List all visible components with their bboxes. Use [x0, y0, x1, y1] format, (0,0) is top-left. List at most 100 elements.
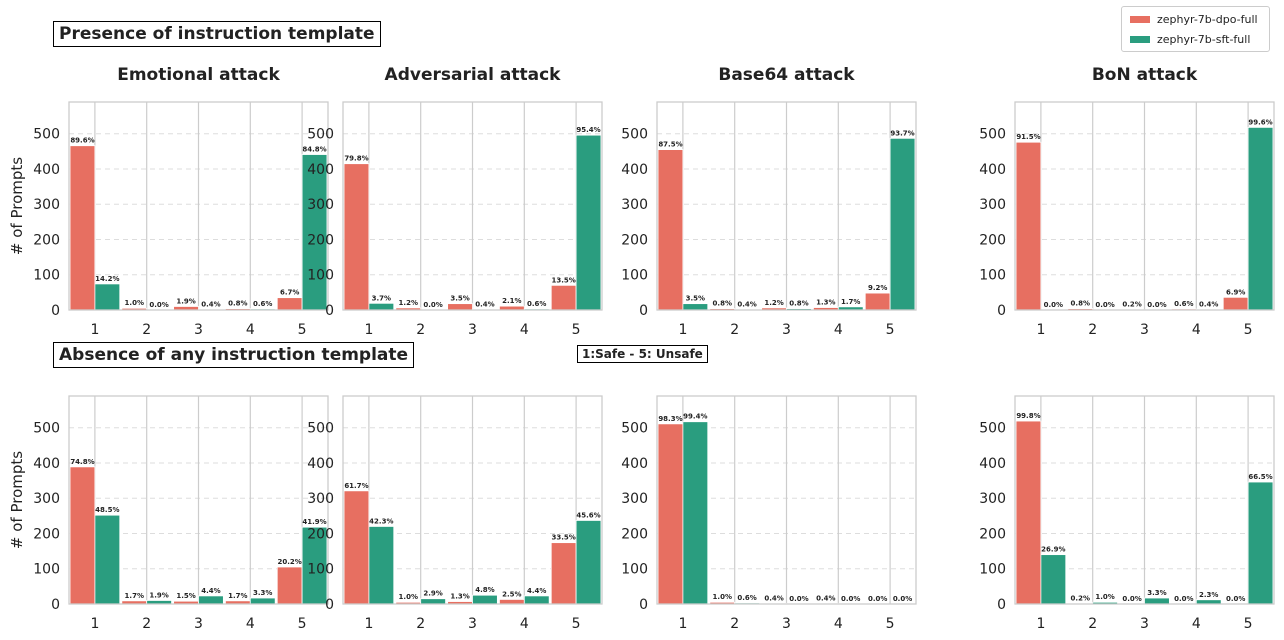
x-tick-label: 3: [194, 322, 203, 338]
x-tick-label: 5: [886, 322, 895, 338]
y-tick-label: 300: [33, 197, 60, 213]
data-label: 45.6%: [576, 511, 600, 519]
data-label: 93.7%: [890, 129, 914, 137]
y-tick-label: 300: [979, 491, 1006, 507]
data-label: 79.8%: [344, 155, 368, 163]
y-tick-label: 0: [51, 303, 60, 319]
data-label: 14.2%: [95, 275, 119, 283]
chart-2: 79.8% 1.2% 3.5% 2.1% 13.5% 3.7% 0.0% 0.4% 0.6% 95…: [307, 65, 603, 338]
data-label: 87.5%: [658, 141, 682, 149]
data-label: 1.9%: [176, 297, 195, 305]
y-tick-label: 500: [307, 127, 334, 143]
x-tick-label: 1: [678, 616, 687, 632]
data-label: 0.8%: [1071, 300, 1090, 308]
data-label: 0.4%: [764, 594, 783, 602]
y-tick-label: 300: [33, 491, 60, 507]
y-tick-label: 200: [33, 232, 60, 248]
x-tick-label: 4: [246, 322, 255, 338]
x-tick-label: 3: [194, 616, 203, 632]
y-tick-label: 100: [307, 562, 334, 578]
bar-sft-5: [301, 154, 328, 311]
y-tick-label: 100: [979, 562, 1006, 578]
bar-dpo-5: [864, 292, 891, 311]
bar-dpo-1: [343, 490, 370, 605]
y-tick-label: 200: [979, 232, 1006, 248]
data-label: 99.6%: [1248, 118, 1272, 126]
y-tick-label: 400: [621, 456, 648, 472]
y-tick-label: 400: [307, 456, 334, 472]
data-label: 1.0%: [713, 593, 732, 601]
data-label: 0.0%: [868, 595, 887, 603]
x-tick-label: 5: [1244, 616, 1253, 632]
data-label: 3.5%: [686, 295, 705, 303]
x-tick-label: 4: [520, 616, 529, 632]
data-label: 0.2%: [1122, 301, 1141, 309]
x-tick-label: 5: [572, 322, 581, 338]
data-label: 6.7%: [280, 289, 299, 297]
bar-dpo-5: [276, 566, 303, 605]
data-label: 0.4%: [201, 300, 220, 308]
y-tick-label: 400: [979, 162, 1006, 178]
data-label: 74.8%: [70, 458, 94, 466]
bar-dpo-1: [69, 466, 96, 605]
y-tick-label: 500: [979, 421, 1006, 437]
data-label: 0.8%: [713, 300, 732, 308]
bar-sft-5: [301, 526, 328, 605]
data-label: 1.2%: [764, 299, 783, 307]
x-tick-label: 4: [834, 616, 843, 632]
bar-dpo-1: [343, 163, 370, 311]
plot-frame: [68, 395, 329, 605]
y-tick-label: 200: [307, 232, 334, 248]
x-tick-label: 5: [298, 322, 307, 338]
y-tick-label: 500: [33, 127, 60, 143]
y-tick-label: 200: [307, 526, 334, 542]
data-label: 99.4%: [683, 413, 707, 421]
y-tick-label: 400: [979, 456, 1006, 472]
chart-8: 99.8% 0.2% 0.0% 0.0% 0.0% 26.9% 1.0% 3.3% 2.3% 66…: [979, 395, 1275, 632]
plot-frame: [1014, 101, 1275, 311]
bar-sft-2: [420, 598, 446, 605]
y-tick-label: 200: [33, 526, 60, 542]
data-label: 99.8%: [1016, 412, 1040, 420]
y-tick-label: 100: [307, 268, 334, 284]
y-tick-label: 300: [307, 491, 334, 507]
x-tick-label: 2: [416, 616, 425, 632]
data-label: 42.3%: [369, 517, 393, 525]
plot-frame: [1014, 395, 1275, 605]
section-label-absence: Absence of any instruction template: [53, 342, 415, 368]
legend-label-sft: zephyr-7b-sft-full: [1157, 32, 1251, 46]
data-label: 0.6%: [737, 594, 756, 602]
data-label: 95.4%: [576, 126, 600, 134]
safety-scale-note: 1:Safe - 5: Unsafe: [577, 345, 708, 363]
bar-dpo-3: [447, 303, 473, 311]
data-label: 0.0%: [789, 595, 808, 603]
data-label: 89.6%: [70, 137, 94, 145]
x-tick-label: 3: [782, 616, 791, 632]
data-label: 0.8%: [228, 300, 247, 308]
bar-sft-1: [94, 283, 121, 311]
x-tick-label: 3: [1140, 322, 1149, 338]
bar-sft-3: [472, 594, 498, 605]
data-label: 1.0%: [399, 593, 418, 601]
data-label: 0.6%: [1174, 300, 1193, 308]
data-label: 0.4%: [1199, 300, 1218, 308]
chart-7: 98.3% 1.0% 0.4% 0.4% 0.0% 99.4% 0.6% 0.0% 0.0% 0.…: [621, 395, 917, 632]
data-label: 91.5%: [1016, 133, 1040, 141]
x-tick-label: 1: [90, 322, 99, 338]
data-label: 0.6%: [527, 300, 546, 308]
y-tick-label: 400: [307, 162, 334, 178]
data-label: 0.0%: [423, 301, 442, 309]
x-tick-label: 5: [886, 616, 895, 632]
x-tick-label: 4: [1192, 322, 1201, 338]
y-tick-label: 400: [33, 162, 60, 178]
data-label: 2.3%: [1199, 591, 1218, 599]
y-tick-label: 500: [979, 127, 1006, 143]
plot-frame: [656, 101, 917, 311]
y-tick-label: 400: [33, 456, 60, 472]
y-tick-label: 0: [639, 597, 648, 613]
data-label: 48.5%: [95, 506, 119, 514]
chart-6: 61.7% 1.0% 1.3% 2.5% 33.5% 42.3% 2.9% 4.8% 4.4% 4…: [307, 395, 603, 632]
x-tick-label: 5: [1244, 322, 1253, 338]
bar-sft-5: [889, 137, 916, 311]
data-label: 20.2%: [278, 558, 302, 566]
